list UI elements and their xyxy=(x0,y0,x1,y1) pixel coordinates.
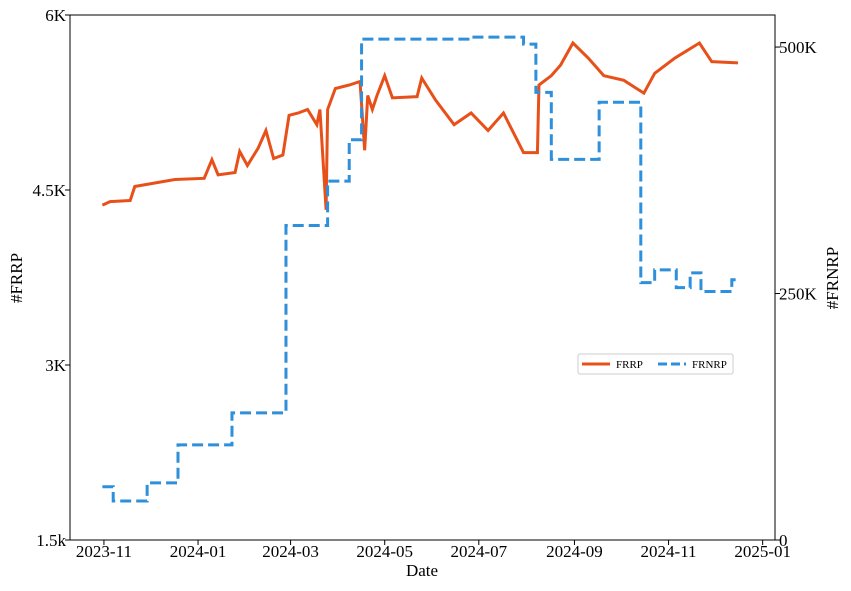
x-tick-label: 2024-07 xyxy=(450,542,507,561)
x-tick-label: 2024-09 xyxy=(546,542,603,561)
x-tick-label: 2024-05 xyxy=(356,542,413,561)
x-tick-label: 2023-11 xyxy=(76,542,132,561)
y2-tick-label: 250K xyxy=(779,285,818,304)
y-axis-label: #FRRP xyxy=(7,253,26,303)
x-tick-label: 2024-01 xyxy=(170,542,227,561)
legend-label: FRRP xyxy=(616,359,643,371)
y-tick-label: 3K xyxy=(45,356,67,375)
legend-label: FRNRP xyxy=(692,359,727,371)
x-tick-label: 2024-11 xyxy=(641,542,697,561)
legend: FRRP FRNRP xyxy=(577,353,734,375)
x-tick-label: 2025-01 xyxy=(734,542,791,561)
x-tick-label: 2024-03 xyxy=(262,542,319,561)
y2-axis-label: #FRNRP xyxy=(823,247,842,309)
plot-frame xyxy=(69,14,776,541)
y-tick-label: 1.5k xyxy=(36,531,66,550)
series-line xyxy=(101,40,739,210)
y2-tick-label: 0 xyxy=(779,531,788,550)
y-tick-label: 6K xyxy=(45,6,67,25)
y2-tick-label: 500K xyxy=(779,38,818,57)
series-line xyxy=(102,35,737,503)
legend-box xyxy=(577,353,734,375)
y-tick-label: 4.5K xyxy=(32,181,66,200)
x-axis-label: Date xyxy=(406,561,438,580)
